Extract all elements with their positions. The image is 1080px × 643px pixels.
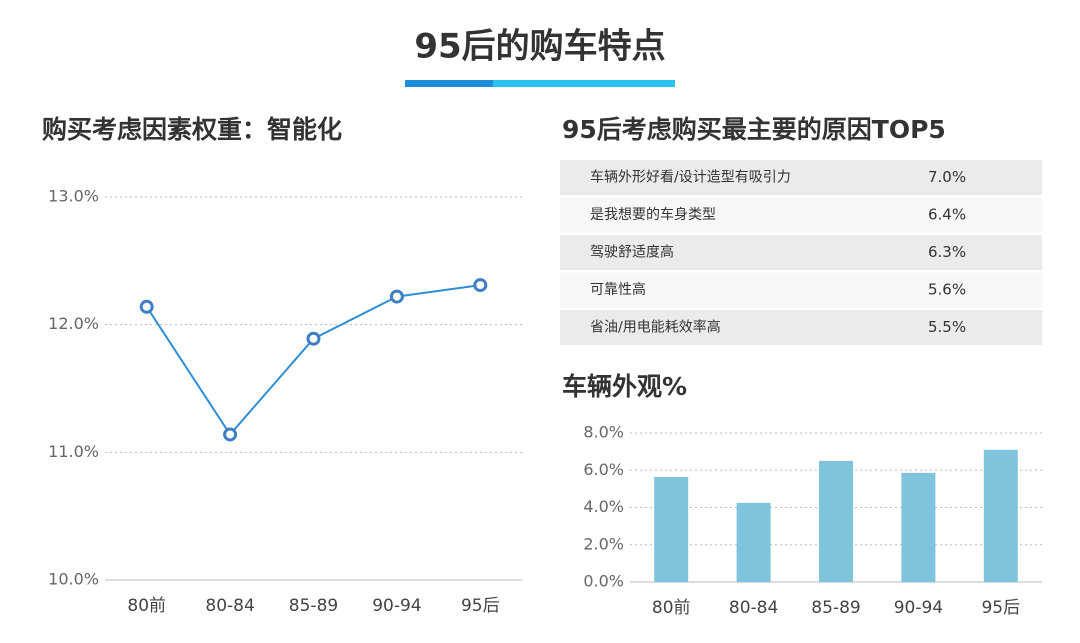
chart-title: 购买考虑因素权重：智能化 [42,115,342,144]
marker [223,427,238,442]
table-cell: 省油/用电能耗效率高 [590,319,721,336]
table-row [560,235,1042,270]
table-cell: 可靠性高 [590,281,646,298]
y-tick-label: 4.0% [583,497,624,516]
bar [901,472,936,582]
table-cell: 7.0% [928,168,966,186]
table-row [560,310,1042,345]
marker [306,331,321,346]
y-tick-label: 0.0% [583,572,624,591]
table-row [560,272,1042,308]
bar [983,449,1018,582]
chart-title: 车辆外观% [562,372,687,401]
x-tick-label: 85-89 [811,598,860,618]
y-tick-label: 10.0% [48,570,99,589]
title-underline [493,80,675,87]
x-tick-label: 85-89 [289,596,338,616]
table-row [560,197,1042,233]
bar [736,502,771,582]
x-tick-label: 95后 [461,596,500,616]
y-tick-label: 13.0% [48,187,99,206]
table-cell: 驾驶舒适度高 [590,244,674,261]
table-cell: 5.6% [928,281,966,299]
y-tick-label: 12.0% [48,314,99,333]
table-cell: 是我想要的车身类型 [590,206,716,223]
x-tick-label: 80前 [127,596,166,616]
page-title: 95后的购车特点 [414,27,665,67]
bar [819,460,853,582]
x-tick-label: 95后 [981,598,1020,618]
y-tick-label: 8.0% [583,423,624,442]
marker [389,289,404,304]
title-underline [405,80,493,87]
table-title: 95后考虑购买最主要的原因TOP5 [562,115,946,144]
line [145,284,481,437]
table-cell: 5.5% [928,318,966,336]
marker [139,299,154,314]
y-tick-label: 11.0% [48,442,99,461]
marker [473,278,488,293]
y-tick-label: 2.0% [583,534,624,553]
x-tick-label: 90-94 [894,598,943,618]
y-tick-label: 6.0% [583,460,624,479]
x-tick-label: 80-84 [729,598,778,618]
table-cell: 6.3% [928,243,966,261]
x-tick-label: 80-84 [205,596,254,616]
bar [654,476,689,582]
table-cell: 车辆外形好看/设计造型有吸引力 [590,169,791,186]
x-tick-label: 90-94 [372,596,421,616]
table-cell: 6.4% [928,206,966,224]
x-tick-label: 80前 [652,598,691,618]
table-row [560,160,1042,195]
